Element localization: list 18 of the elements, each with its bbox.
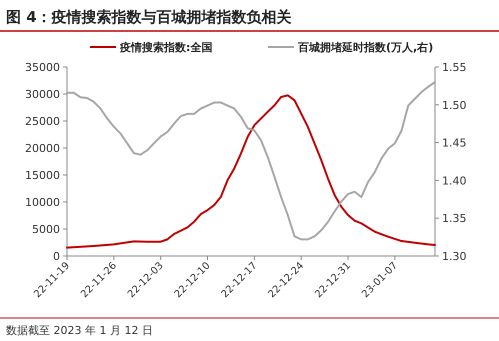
y-tick-label: 10000 — [25, 196, 60, 209]
y-tick-label: 0 — [53, 250, 60, 263]
text: 数据截至 2023 年 1 月 12 日 — [6, 324, 153, 337]
y2-tick-label: 1.50 — [442, 98, 466, 112]
legend-label: 百城拥堵延时指数(万人,右) — [297, 41, 434, 54]
y-tick-label: 35000 — [25, 61, 60, 74]
y-tick-label: 20000 — [25, 142, 60, 155]
y-tick-label: 25000 — [25, 115, 60, 128]
legend-label: 疫情搜索指数:全国 — [119, 41, 212, 54]
y2-tick-label: 1.40 — [442, 174, 466, 188]
y2-tick-label: 1.55 — [442, 61, 466, 74]
y-tick-label: 30000 — [25, 88, 60, 101]
chart-title: 图 4：疫情搜索指数与百城拥堵指数负相关 — [6, 8, 292, 26]
y2-tick-label: 1.35 — [442, 212, 466, 226]
y2-tick-label: 1.30 — [442, 250, 466, 263]
y-tick-label: 5000 — [32, 223, 60, 236]
y2-tick-label: 1.45 — [442, 136, 466, 150]
y-tick-label: 15000 — [25, 169, 60, 182]
